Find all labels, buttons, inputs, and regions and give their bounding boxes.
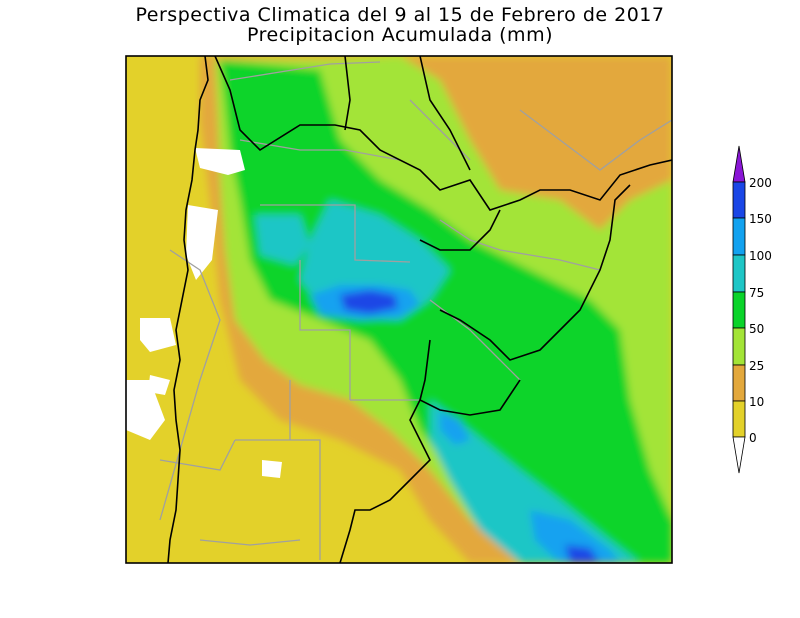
country-borders <box>167 56 672 563</box>
precipitation-field <box>126 56 672 563</box>
field-150-200 <box>340 290 398 314</box>
field-100-150-coast <box>440 410 470 445</box>
legend-bin-10-25 <box>732 364 746 402</box>
legend-tick-100: 100 <box>749 249 772 263</box>
field-75-100-coast <box>430 400 640 563</box>
color-legend: 200 150 100 75 50 25 10 0 <box>732 145 772 474</box>
map-frame <box>125 55 673 564</box>
legend-tick-0: 0 <box>749 431 757 445</box>
field-75-100-west <box>255 215 310 265</box>
legend-bin-25-50 <box>732 327 746 366</box>
legend-tick-10: 10 <box>749 395 764 409</box>
legend-bin-0-10 <box>732 400 746 438</box>
no-data-patches <box>126 148 282 478</box>
legend-tick-25: 25 <box>749 359 764 373</box>
legend-tick-150: 150 <box>749 212 772 226</box>
legend-tick-75: 75 <box>749 286 764 300</box>
legend-top-arrow <box>732 145 746 183</box>
legend-bin-150-200 <box>732 181 746 219</box>
field-100-150-south <box>530 510 620 563</box>
legend-bottom-arrow <box>732 436 746 474</box>
legend-bin-100-150 <box>732 217 746 256</box>
legend-bin-50-75 <box>732 291 746 329</box>
legend-tick-50: 50 <box>749 322 764 336</box>
legend-bin-75-100 <box>732 254 746 293</box>
legend-tick-200: 200 <box>749 176 772 190</box>
map-title: Perspectiva Climatica del 9 al 15 de Feb… <box>135 4 665 26</box>
field-150-200-south <box>565 545 600 563</box>
map-subtitle: Precipitacion Acumulada (mm) <box>246 24 553 46</box>
